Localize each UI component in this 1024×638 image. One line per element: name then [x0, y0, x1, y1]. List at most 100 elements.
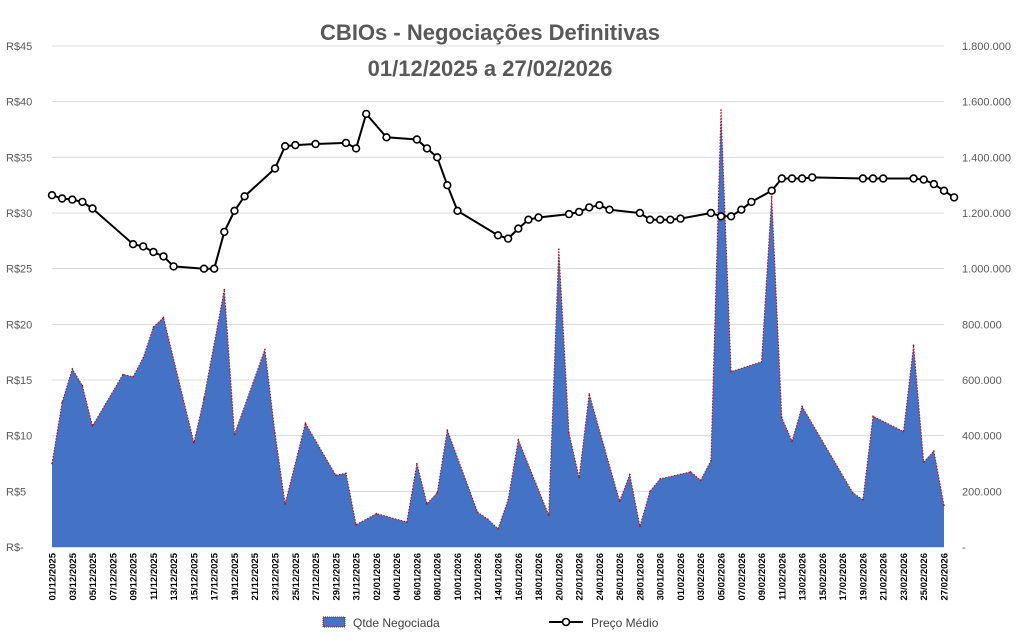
- x-axis-tick-label: 04/01/2026: [392, 553, 403, 601]
- area-point: [446, 429, 449, 431]
- area-point: [61, 401, 63, 404]
- line-marker: [939, 186, 949, 195]
- area-point: [618, 500, 621, 502]
- area-point: [142, 356, 144, 359]
- area-point: [588, 393, 590, 395]
- area-point: [770, 195, 773, 198]
- line-marker: [443, 181, 452, 190]
- x-axis-tick-label: 01/12/2025: [48, 552, 59, 600]
- left-axis-tick-label: R$40: [6, 97, 32, 109]
- x-axis-tick-label: 16/01/2026: [514, 553, 525, 601]
- line-marker: [128, 240, 138, 249]
- line-marker: [807, 173, 817, 182]
- area-point: [781, 416, 783, 419]
- right-axis-tick-label: 1.400.000: [962, 152, 1011, 164]
- right-axis-tick-label: 1.000.000: [962, 264, 1011, 276]
- chart-subtitle: 01/12/2025 a 27/02/2026: [368, 56, 613, 81]
- area-point: [81, 384, 84, 387]
- left-axis-tick-label: R$15: [6, 375, 32, 387]
- line-series-layer: [47, 109, 959, 273]
- left-axis-tick-label: R$5: [6, 486, 26, 498]
- line-marker: [584, 203, 594, 212]
- area-point: [862, 498, 864, 501]
- x-axis-tick-label: 21/12/2025: [250, 552, 261, 600]
- x-axis-tick-label: 18/01/2026: [534, 553, 545, 601]
- right-axis-tick-label: 1.600.000: [962, 97, 1011, 109]
- line-marker: [88, 204, 97, 213]
- line-marker: [868, 174, 878, 183]
- line-marker: [595, 201, 604, 210]
- x-axis-tick-label: 22/01/2026: [575, 553, 586, 601]
- x-axis-tick-label: 05/02/2026: [717, 553, 728, 601]
- line-marker: [777, 174, 786, 183]
- area-point: [933, 450, 935, 452]
- area-point: [223, 288, 226, 291]
- line-marker: [787, 174, 797, 183]
- left-axis-tick-label: R$30: [6, 208, 32, 220]
- line-marker: [78, 197, 87, 207]
- legend: Qtde Negociada Preço Médio: [322, 616, 659, 630]
- line-marker: [676, 214, 685, 223]
- line-marker: [706, 208, 716, 218]
- line-marker: [139, 242, 148, 251]
- line-marker: [362, 109, 371, 119]
- line-marker: [767, 186, 776, 195]
- x-axis-tick-label: 19/12/2025: [230, 552, 241, 600]
- x-axis-tick-label: 11/02/2026: [777, 553, 788, 600]
- line-marker: [564, 209, 574, 219]
- area-point: [264, 348, 266, 351]
- line-marker: [270, 164, 280, 173]
- line-marker: [199, 264, 209, 273]
- area-point: [558, 248, 560, 250]
- area-point: [71, 368, 74, 370]
- x-axis-tick-label: 20/01/2026: [554, 553, 565, 601]
- line-marker: [534, 213, 543, 222]
- left-axis-tick-label: R$20: [6, 319, 32, 331]
- x-axis-tick-label: 28/01/2026: [635, 553, 646, 601]
- x-axis-tick-label: 13/12/2025: [169, 552, 180, 600]
- x-axis-tick-label: 10/01/2026: [453, 553, 464, 601]
- area-point: [162, 316, 165, 319]
- area-point: [304, 422, 307, 424]
- line-marker: [737, 205, 746, 214]
- area-point: [547, 514, 550, 516]
- line-marker: [382, 133, 391, 142]
- area-point: [345, 472, 347, 475]
- area-point: [426, 503, 428, 505]
- area-point: [355, 523, 357, 526]
- x-axis-tick-label: 05/12/2025: [88, 552, 99, 600]
- line-marker: [919, 175, 928, 184]
- x-axis-tick-label: 03/02/2026: [696, 553, 707, 601]
- line-marker: [716, 212, 726, 221]
- area-point: [720, 109, 722, 111]
- x-axis-tick-label: 02/01/2026: [372, 553, 383, 601]
- area-point: [699, 479, 702, 482]
- x-axis-tick-label: 06/01/2026: [412, 553, 423, 601]
- line-marker: [503, 234, 513, 243]
- line-marker: [574, 207, 584, 217]
- area-point: [497, 528, 499, 530]
- area-point: [801, 405, 803, 408]
- line-marker: [220, 227, 229, 237]
- area-point: [517, 439, 520, 441]
- area-point: [91, 425, 94, 427]
- area-point: [943, 504, 945, 507]
- area-point: [629, 473, 631, 476]
- x-axis-tick-label: 09/02/2026: [757, 553, 768, 601]
- x-axis-tick-label: 29/12/2025: [331, 552, 342, 600]
- line-marker: [159, 252, 168, 261]
- x-axis-tick-label: 23/12/2025: [271, 552, 282, 600]
- x-axis-tick-label: 09/12/2025: [129, 552, 140, 600]
- area-point: [639, 525, 641, 527]
- legend-label-qtde: Qtde Negociada: [353, 616, 440, 630]
- area-point: [274, 432, 276, 434]
- x-axis-tick-label: 07/02/2026: [737, 553, 748, 601]
- line-marker: [47, 191, 57, 200]
- chart-title: CBIOs - Negociações Definitivas: [320, 20, 660, 45]
- line-marker: [291, 140, 300, 150]
- area-point: [568, 432, 570, 434]
- line-marker: [422, 144, 432, 153]
- area-point: [122, 373, 124, 376]
- left-axis-tick-label: R$25: [6, 264, 32, 276]
- x-axis-tick-label: 19/02/2026: [858, 553, 869, 601]
